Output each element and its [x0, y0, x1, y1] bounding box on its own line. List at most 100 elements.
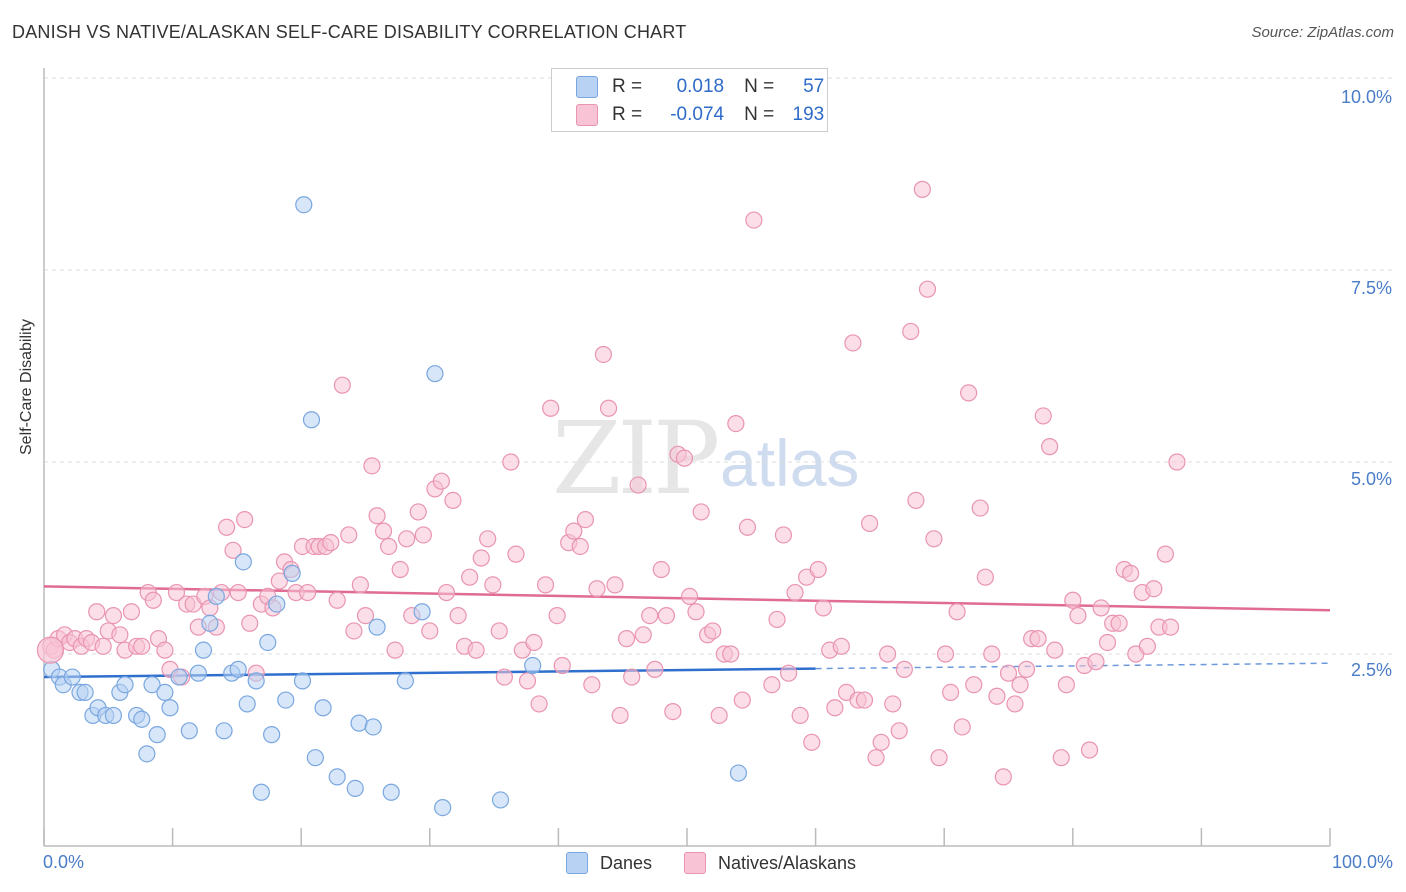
legend-row-natives: R = -0.074 N = 193 — [576, 101, 824, 129]
danes-point — [314, 699, 332, 717]
natives-point — [571, 537, 589, 556]
danes-point — [148, 726, 166, 744]
natives-point — [1145, 580, 1163, 598]
natives-point — [913, 180, 931, 198]
natives-point — [218, 518, 236, 536]
natives-point — [409, 503, 427, 521]
x-tick-label: 100.0% — [1331, 852, 1393, 872]
natives-point — [652, 560, 670, 579]
natives-point — [907, 491, 925, 509]
natives-point — [965, 676, 983, 694]
natives-point — [444, 491, 462, 509]
danes-point — [364, 718, 382, 736]
natives-point — [386, 641, 404, 659]
natives-point — [832, 637, 850, 655]
danes-point — [194, 641, 213, 659]
danes-point — [247, 672, 265, 690]
legend-label: Natives/Alaskans — [718, 852, 857, 873]
natives-point — [391, 560, 409, 579]
natives-point — [1168, 453, 1186, 471]
legend-item-natives[interactable]: Natives/Alaskans — [684, 852, 856, 874]
natives-point — [629, 476, 647, 494]
natives-point — [1161, 618, 1180, 636]
natives-point — [1006, 695, 1024, 713]
natives-point — [328, 591, 346, 609]
danes-swatch — [576, 76, 598, 98]
danes-trend-extension — [815, 662, 1331, 670]
natives-point — [236, 510, 254, 529]
natives-point — [1011, 676, 1029, 694]
natives-point — [1057, 676, 1075, 694]
natives-point — [861, 514, 879, 533]
natives-point — [449, 606, 467, 625]
danes-point — [104, 706, 123, 725]
stats-legend: R = 0.018 N = 57 R = -0.074 N = 193 — [551, 68, 828, 132]
natives-point — [156, 641, 174, 659]
natives-point — [948, 603, 966, 621]
natives-point — [664, 702, 682, 721]
natives-point — [414, 526, 432, 544]
danes-point — [491, 791, 510, 809]
natives-point — [1017, 660, 1036, 678]
natives-point — [398, 530, 416, 548]
source-label: Source: ZipAtlas.com — [1251, 24, 1394, 41]
natives-point — [779, 664, 798, 682]
natives-point — [814, 599, 832, 617]
danes-point — [229, 660, 247, 678]
danes-point — [293, 672, 312, 690]
natives-point — [363, 457, 381, 475]
data-points — [36, 180, 1186, 817]
natives-point — [867, 749, 885, 767]
y-tick-label: 2.5% — [1350, 660, 1392, 680]
natives-point — [727, 415, 745, 433]
natives-point — [270, 572, 288, 590]
natives-point — [588, 580, 606, 598]
natives-point — [548, 606, 566, 625]
natives-point — [768, 610, 786, 629]
natives-point — [1110, 614, 1128, 632]
x-tick-label: 0.0% — [43, 852, 85, 872]
natives-point — [1138, 637, 1156, 655]
danes-point — [368, 618, 386, 636]
natives-point — [36, 636, 65, 664]
natives-point — [542, 399, 560, 417]
danes-point — [306, 749, 324, 767]
natives-point — [111, 626, 129, 644]
natives-point — [94, 637, 112, 655]
natives-point — [763, 676, 781, 694]
danes-point — [426, 365, 444, 383]
danes-point — [295, 196, 313, 214]
chart-title: DANISH VS NATIVE/ALASKAN SELF-CARE DISAB… — [12, 22, 687, 42]
danes-point — [161, 699, 179, 717]
natives-point — [1069, 606, 1087, 625]
danes-point — [234, 553, 252, 571]
watermark-atlas: atlas — [720, 426, 860, 500]
natives-point — [340, 526, 358, 544]
natives-point — [611, 706, 629, 725]
natives-point — [322, 534, 340, 552]
r-value: 0.018 — [676, 76, 725, 97]
natives-point — [594, 345, 613, 364]
natives-point — [1046, 641, 1064, 659]
natives-point — [675, 449, 694, 467]
danes-point — [268, 595, 286, 613]
r-label: R = — [612, 76, 643, 97]
natives-point — [960, 384, 978, 402]
danes-point — [189, 664, 207, 682]
natives-point — [1064, 591, 1082, 609]
natives-point — [368, 507, 386, 525]
danes-point — [729, 764, 748, 782]
natives-point — [502, 453, 520, 471]
natives-point — [530, 695, 548, 713]
y-axis-label: Self-Care Disability — [18, 318, 35, 455]
natives-point — [971, 499, 989, 517]
natives-point — [657, 606, 676, 625]
natives-point — [895, 660, 913, 678]
legend-item-danes[interactable]: Danes — [566, 852, 652, 874]
natives-point — [988, 687, 1006, 705]
danes-point — [156, 683, 174, 702]
danes-point — [346, 779, 364, 798]
natives-point — [942, 683, 960, 702]
natives-point — [623, 668, 641, 686]
